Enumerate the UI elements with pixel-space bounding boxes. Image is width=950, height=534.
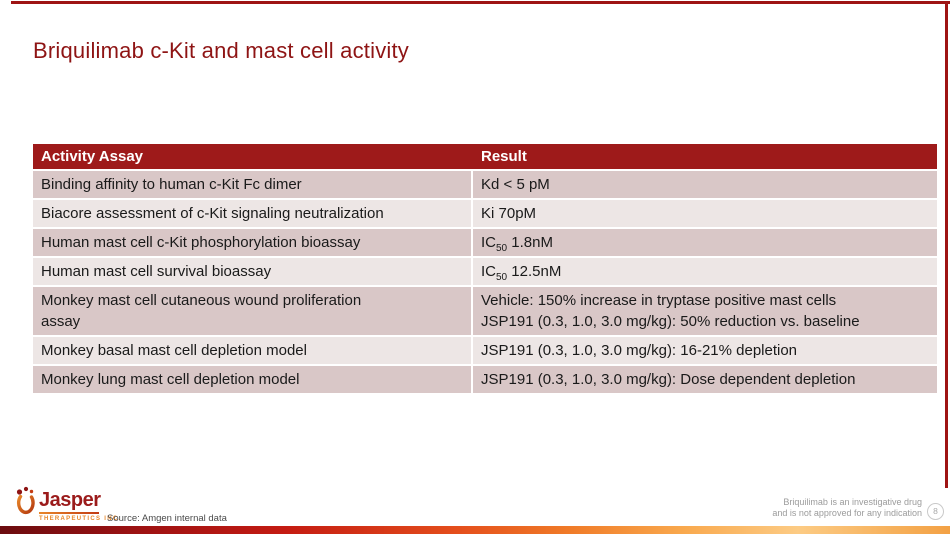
assay-cell: Biacore assessment of c-Kit signaling ne…: [33, 200, 471, 227]
jasper-logo-underline: [39, 512, 99, 514]
jasper-logo-icon: [16, 486, 35, 515]
result-cell: IC50 12.5nM: [473, 258, 937, 285]
table-row: Human mast cell c-Kit phosphorylation bi…: [33, 229, 937, 256]
source-note: Source: Amgen internal data: [107, 513, 227, 524]
result-cell: Vehicle: 150% increase in tryptase posit…: [473, 287, 937, 335]
jasper-logo-subtext: THERAPEUTICS INC.: [39, 516, 122, 522]
page-number-badge: 8: [927, 503, 944, 520]
table-body: Binding affinity to human c-Kit Fc dimer…: [33, 171, 937, 393]
activity-assay-table: Activity Assay Result Binding affinity t…: [33, 144, 937, 393]
table-row: Monkey mast cell cutaneous wound prolife…: [33, 287, 937, 335]
table-row: Monkey basal mast cell depletion model JS…: [33, 337, 937, 364]
assay-cell: Monkey lung mast cell depletion model: [33, 366, 471, 393]
slide-right-border: [945, 2, 948, 488]
result-cell: JSP191 (0.3, 1.0, 3.0 mg/kg): Dose depen…: [473, 366, 937, 393]
footer-gradient-bar: [0, 526, 950, 534]
assay-cell: Monkey basal mast cell depletion model: [33, 337, 471, 364]
table-row: Binding affinity to human c-Kit Fc dimer…: [33, 171, 937, 198]
jasper-logo: Jasper THERAPEUTICS INC.: [15, 485, 121, 522]
slide-top-border: [11, 1, 950, 4]
assay-cell: Human mast cell survival bioassay: [33, 258, 471, 285]
result-cell: JSP191 (0.3, 1.0, 3.0 mg/kg): 16-21% dep…: [473, 337, 937, 364]
table-row: Monkey lung mast cell depletion model JSP…: [33, 366, 937, 393]
table-row: Biacore assessment of c-Kit signaling ne…: [33, 200, 937, 227]
disclaimer-line-1: Briquilimab is an investigative drug: [783, 497, 922, 507]
table-header-row: Activity Assay Result: [33, 144, 937, 169]
disclaimer-line-2: and is not approved for any indication: [772, 508, 922, 518]
column-header-result: Result: [481, 148, 527, 165]
page-title: Briquilimab c-Kit and mast cell activity: [33, 38, 410, 63]
assay-cell: Binding affinity to human c-Kit Fc dimer: [33, 171, 471, 198]
result-cell: Ki 70pM: [473, 200, 937, 227]
result-cell: Kd < 5 pM: [473, 171, 937, 198]
assay-cell: Monkey mast cell cutaneous wound prolife…: [33, 287, 471, 335]
assay-cell: Human mast cell c-Kit phosphorylation bi…: [33, 229, 471, 256]
table-row: Human mast cell survival bioassay IC50 12…: [33, 258, 937, 285]
disclaimer-text: Briquilimab is an investigative drug and…: [772, 497, 922, 519]
column-header-activity-assay: Activity Assay: [41, 148, 143, 165]
result-cell: IC50 1.8nM: [473, 229, 937, 256]
jasper-logo-wordmark: Jasper: [39, 489, 101, 511]
